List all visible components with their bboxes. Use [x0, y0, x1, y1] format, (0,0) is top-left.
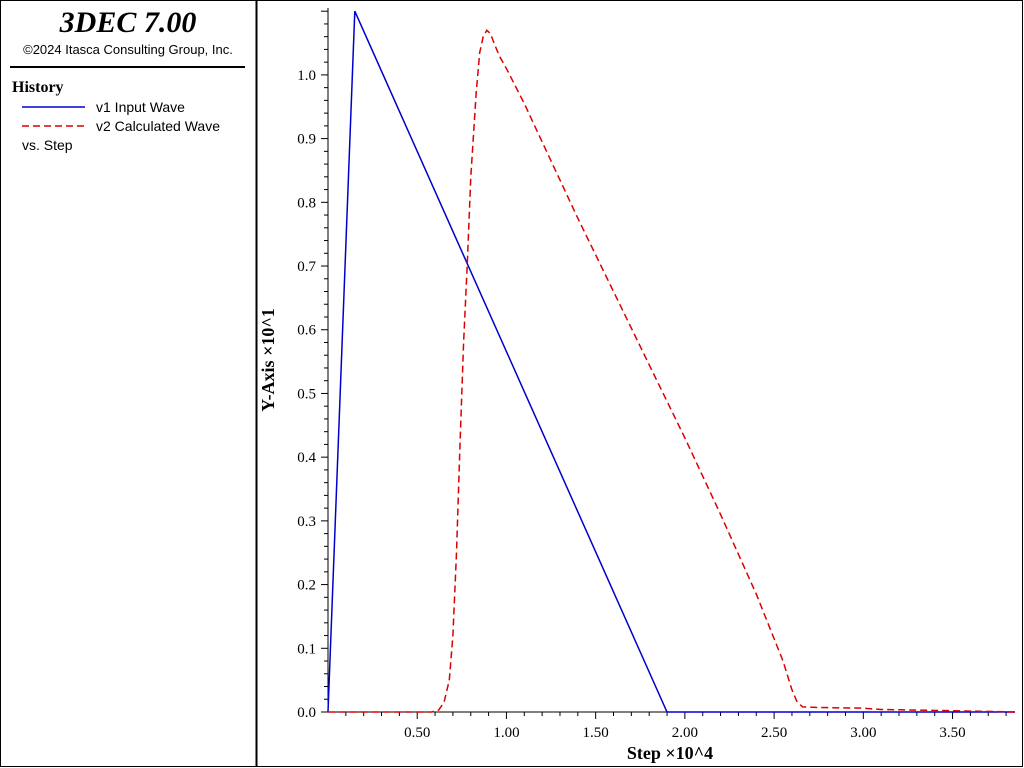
legend-label-calculated-wave: v2 Calculated Wave — [96, 118, 220, 134]
y-tick-label: 0.3 — [297, 514, 316, 530]
x-axis-label: Step ×10^4 — [627, 743, 713, 763]
legend-label-input-wave: v1 Input Wave — [96, 99, 185, 115]
y-tick-label: 0.5 — [297, 386, 316, 402]
y-tick-label: 1.0 — [297, 68, 316, 84]
plot-area: 0.0 0.1 0.2 0.3 0.4 0.5 0.6 0.7 0.8 0.9 1.0 0.50 1.0… — [297, 8, 1016, 741]
legend-vs-label: vs. Step — [22, 137, 73, 153]
copyright-text: ©2024 Itasca Consulting Group, Inc. — [23, 42, 233, 57]
x-tick-label: 3.50 — [939, 725, 965, 741]
x-tick-label: 0.50 — [404, 725, 430, 741]
x-tick-label: 3.00 — [850, 725, 876, 741]
y-tick-label: 0.4 — [297, 450, 316, 466]
x-tick-label: 1.00 — [493, 725, 519, 741]
x-tick-label: 2.50 — [761, 725, 787, 741]
x-tick-label: 1.50 — [583, 725, 609, 741]
y-tick-label: 0.1 — [297, 641, 316, 657]
legend-heading: History — [12, 79, 64, 96]
y-tick-label: 0.9 — [297, 132, 316, 148]
y-tick-label: 0.0 — [297, 705, 316, 721]
y-tick-label: 0.2 — [297, 578, 316, 594]
y-tick-label: 0.8 — [297, 195, 316, 211]
series-line-input-wave — [327, 10, 1015, 713]
x-tick-label: 2.00 — [672, 725, 698, 741]
y-axis-label: Y-Axis ×10^1 — [258, 308, 278, 412]
y-tick-label: 0.7 — [297, 259, 316, 275]
y-tick-label: 0.6 — [297, 323, 316, 339]
app-title: 3DEC 7.00 — [59, 6, 197, 39]
series-line-calculated-wave — [328, 29, 1016, 713]
